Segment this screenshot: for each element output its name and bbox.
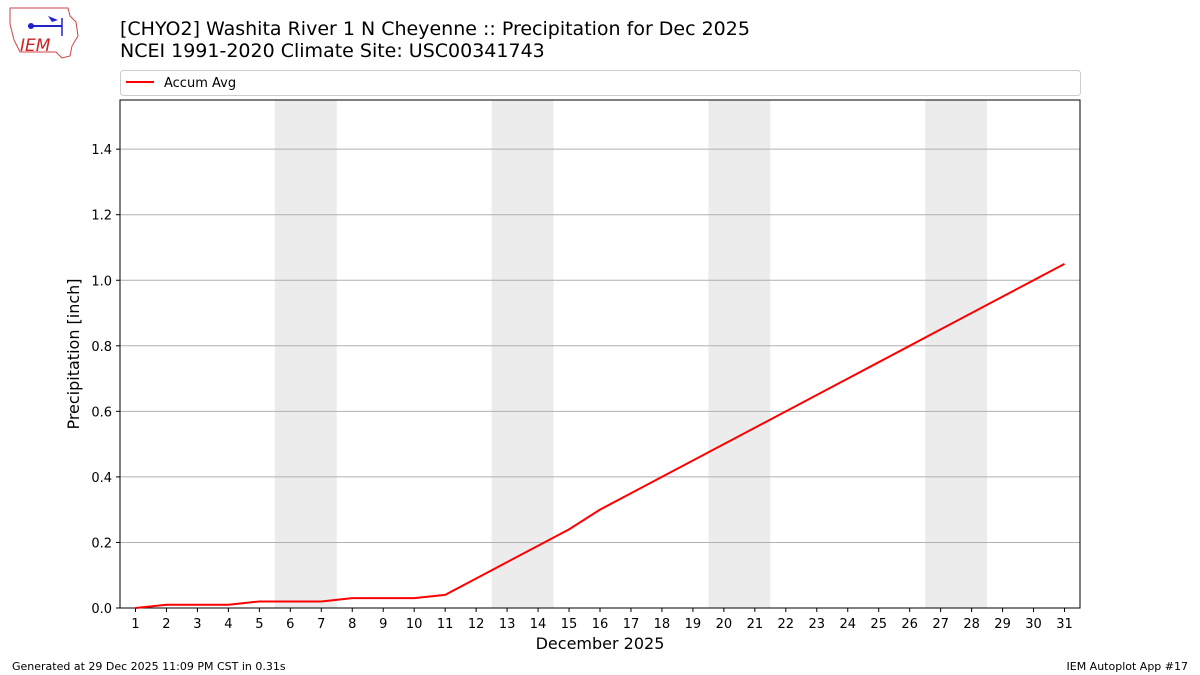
footer-right: IEM Autoplot App #17 — [1067, 660, 1189, 673]
x-tick-label: 16 — [592, 617, 609, 632]
weekend-shade — [708, 100, 771, 608]
x-tick-label: 20 — [716, 617, 733, 632]
series-line — [135, 262, 1065, 609]
x-tick-label: 24 — [839, 617, 856, 632]
x-tick-label: 25 — [870, 617, 887, 632]
x-tick-label: 13 — [499, 617, 516, 632]
x-tick-label: 6 — [286, 617, 294, 632]
x-tick-label: 8 — [348, 617, 356, 632]
legend-box — [120, 70, 1081, 96]
weekend-shade — [491, 100, 554, 608]
y-tick-label: 0.8 — [91, 340, 112, 355]
y-axis-label: Precipitation [inch] — [64, 278, 83, 429]
x-tick-label: 23 — [809, 617, 826, 632]
x-tick-label: 1 — [131, 617, 139, 632]
x-tick-label: 11 — [437, 617, 454, 632]
y-tick-label: 0.4 — [91, 471, 112, 486]
x-tick-label: 29 — [994, 617, 1011, 632]
x-tick-label: 30 — [1025, 617, 1042, 632]
y-tick-label: 0.0 — [91, 602, 112, 617]
x-tick-label: 27 — [932, 617, 949, 632]
y-tick-label: 1.0 — [91, 274, 112, 289]
footer-left: Generated at 29 Dec 2025 11:09 PM CST in… — [12, 660, 286, 673]
plot-frame — [119, 99, 1081, 609]
x-tick-label: 7 — [317, 617, 325, 632]
x-tick-label: 12 — [468, 617, 485, 632]
x-tick-label: 17 — [623, 617, 640, 632]
y-tick-label: 1.2 — [91, 209, 112, 224]
x-tick-label: 15 — [561, 617, 578, 632]
x-tick-label: 3 — [193, 617, 201, 632]
x-tick-label: 26 — [901, 617, 918, 632]
x-tick-label: 14 — [530, 617, 547, 632]
chart-title: [CHYO2] Washita River 1 N Cheyenne :: Pr… — [120, 18, 750, 40]
x-tick-label: 5 — [255, 617, 263, 632]
x-tick-label: 31 — [1056, 617, 1073, 632]
x-tick-label: 2 — [162, 617, 170, 632]
weekend-shade — [274, 100, 337, 608]
logo: IEM — [9, 7, 79, 59]
legend-label: Accum Avg — [164, 76, 236, 91]
x-tick-label: 21 — [747, 617, 764, 632]
x-tick-label: 28 — [963, 617, 980, 632]
logo-text: IEM — [20, 36, 51, 56]
weekend-shade — [925, 100, 988, 608]
x-tick-label: 10 — [406, 617, 423, 632]
x-tick-label: 4 — [224, 617, 232, 632]
x-tick-label: 18 — [654, 617, 671, 632]
y-tick-label: 0.2 — [91, 536, 112, 551]
y-tick-label: 1.4 — [91, 143, 112, 158]
x-tick-label: 22 — [778, 617, 795, 632]
x-tick-label: 19 — [685, 617, 702, 632]
chart-subtitle: NCEI 1991-2020 Climate Site: USC00341743 — [120, 40, 545, 62]
x-axis-label: December 2025 — [536, 634, 665, 653]
x-tick-label: 9 — [379, 617, 387, 632]
y-tick-label: 0.6 — [91, 405, 112, 420]
